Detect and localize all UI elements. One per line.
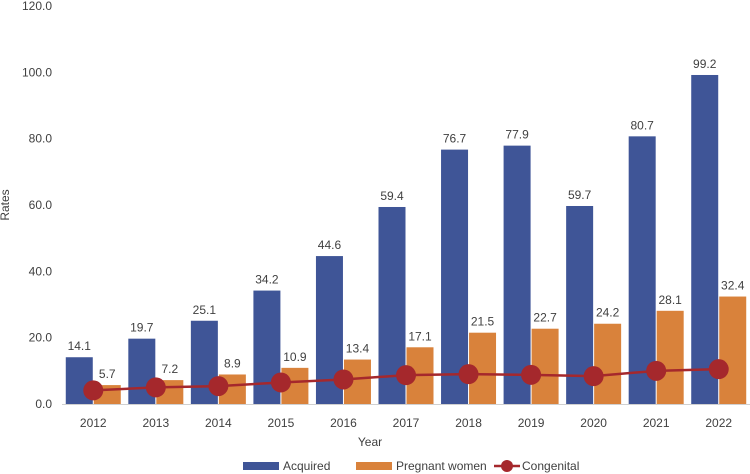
bar-acquired bbox=[503, 145, 531, 405]
bars bbox=[65, 74, 747, 405]
data-label-acquired: 80.7 bbox=[631, 118, 655, 132]
data-label-acquired: 25.1 bbox=[193, 303, 217, 317]
bar-acquired bbox=[441, 149, 469, 404]
legend-swatch-pregnant-women bbox=[356, 462, 392, 470]
legend-marker-congenital bbox=[501, 460, 513, 472]
x-tick-label: 2019 bbox=[518, 416, 545, 430]
bar-pregnant-women bbox=[656, 310, 684, 404]
y-tick-label: 40.0 bbox=[29, 264, 53, 278]
data-label-pregnant-women: 7.2 bbox=[161, 362, 178, 376]
legend-label-acquired: Acquired bbox=[283, 459, 330, 473]
data-label-pregnant-women: 28.1 bbox=[659, 293, 683, 307]
point-congenital bbox=[145, 377, 166, 398]
data-label-acquired: 44.6 bbox=[318, 238, 342, 252]
x-tick-label: 2012 bbox=[80, 416, 107, 430]
point-congenital bbox=[270, 372, 291, 393]
y-tick-label: 100.0 bbox=[22, 65, 52, 79]
point-congenital bbox=[521, 364, 542, 385]
y-tick-label: 0.0 bbox=[35, 397, 52, 411]
point-congenital bbox=[708, 359, 729, 380]
data-labels: 14.1 5.7 19.7 7.2 25.1 8.9 34.2 10.9 44.6 13.4 59.… bbox=[68, 57, 745, 381]
legend-label-pregnant-women: Pregnant women bbox=[396, 459, 487, 473]
data-label-acquired: 77.9 bbox=[505, 128, 529, 142]
data-label-pregnant-women: 13.4 bbox=[346, 342, 370, 356]
y-tick-label: 120.0 bbox=[22, 0, 52, 13]
x-tick-label: 2021 bbox=[643, 416, 670, 430]
data-label-acquired: 59.7 bbox=[568, 188, 592, 202]
point-congenital bbox=[208, 376, 229, 397]
data-label-pregnant-women: 24.2 bbox=[596, 306, 620, 320]
point-congenital bbox=[333, 369, 354, 390]
y-axis-title: Rates bbox=[0, 189, 12, 220]
x-tick-label: 2022 bbox=[705, 416, 732, 430]
bar-pregnant-women bbox=[594, 323, 622, 404]
bar-acquired bbox=[691, 74, 719, 404]
y-tick-label: 20.0 bbox=[29, 331, 53, 345]
legend-swatch-acquired bbox=[243, 462, 279, 470]
bar-pregnant-women bbox=[719, 296, 747, 404]
legend: Acquired Pregnant women Congenital bbox=[243, 459, 579, 473]
x-tick-label: 2013 bbox=[142, 416, 169, 430]
data-label-acquired: 99.2 bbox=[693, 57, 717, 71]
x-tick-label: 2018 bbox=[455, 416, 482, 430]
data-label-pregnant-women: 5.7 bbox=[99, 367, 116, 381]
y-tick-label: 60.0 bbox=[29, 198, 53, 212]
congenital-line-series bbox=[83, 359, 729, 401]
x-tick-label: 2020 bbox=[580, 416, 607, 430]
data-label-pregnant-women: 32.4 bbox=[721, 279, 745, 293]
x-axis-title: Year bbox=[358, 435, 382, 449]
point-congenital bbox=[396, 365, 416, 386]
data-label-pregnant-women: 8.9 bbox=[224, 356, 241, 370]
point-congenital bbox=[646, 360, 667, 381]
y-tick-label: 80.0 bbox=[29, 132, 53, 146]
data-label-acquired: 14.1 bbox=[68, 339, 92, 353]
data-label-pregnant-women: 17.1 bbox=[408, 329, 432, 343]
data-label-pregnant-women: 21.5 bbox=[471, 315, 495, 329]
axes: 0.0 20.0 40.0 60.0 80.0 100.0 120.0 2012 2013 201… bbox=[22, 0, 750, 430]
point-congenital bbox=[83, 380, 104, 401]
x-tick-label: 2016 bbox=[330, 416, 357, 430]
x-tick-label: 2015 bbox=[268, 416, 295, 430]
data-label-acquired: 34.2 bbox=[255, 273, 279, 287]
data-label-pregnant-women: 22.7 bbox=[533, 311, 557, 325]
point-congenital bbox=[458, 364, 479, 385]
data-label-pregnant-women: 10.9 bbox=[283, 350, 307, 364]
point-congenital bbox=[583, 366, 604, 387]
data-label-acquired: 76.7 bbox=[443, 132, 467, 146]
data-label-acquired: 19.7 bbox=[130, 321, 154, 335]
x-tick-label: 2014 bbox=[205, 416, 232, 430]
x-tick-label: 2017 bbox=[393, 416, 420, 430]
bar-acquired bbox=[628, 136, 656, 404]
data-label-acquired: 59.4 bbox=[380, 189, 404, 203]
legend-label-congenital: Congenital bbox=[522, 459, 579, 473]
